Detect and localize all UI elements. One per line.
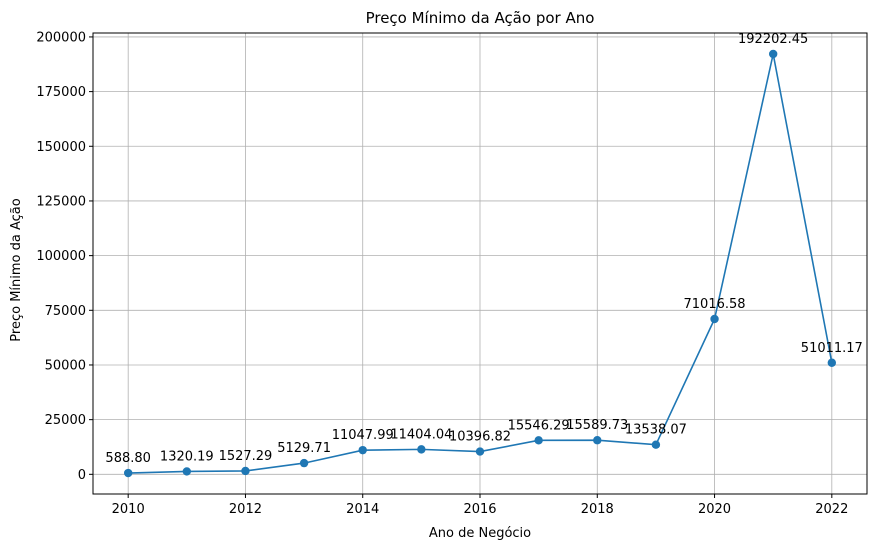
x-tick-label: 2014: [346, 502, 379, 517]
grid-lines: [93, 33, 867, 494]
data-label: 11404.04: [390, 427, 452, 442]
chart-title: Preço Mínimo da Ação por Ano: [366, 9, 595, 27]
data-point: [593, 436, 602, 445]
data-label: 1320.19: [160, 449, 214, 464]
data-labels: 588.80 1320.19 1527.29 5129.7111047.9911404…: [105, 32, 862, 466]
data-point: [241, 466, 250, 476]
data-label: 5129.71: [277, 441, 331, 456]
x-tick-label: 2018: [581, 502, 614, 517]
data-point: [768, 49, 778, 59]
data-label: 10396.82: [449, 430, 511, 445]
data-label: 11047.99: [332, 428, 394, 443]
axis-ticks: 2010 2012 2014 2016 2018 2020 2022 0 25000 50000 7…: [36, 30, 848, 517]
y-tick-label: 100000: [36, 249, 86, 264]
data-point: [299, 458, 309, 468]
y-axis-label: Preço Mínimo da Ação: [9, 198, 24, 341]
data-label: 588.80: [105, 451, 151, 466]
plot-area-frame: [92, 32, 868, 495]
data-point: [358, 445, 367, 455]
x-tick-label: 2016: [463, 502, 496, 517]
data-point: [475, 447, 485, 456]
data-label: 192202.45: [738, 32, 808, 47]
data-point: [651, 440, 661, 449]
y-tick-label: 75000: [45, 304, 86, 319]
y-tick-label: 50000: [45, 358, 86, 373]
data-series: [123, 49, 837, 478]
data-point: [182, 467, 192, 476]
data-point: [827, 358, 837, 367]
data-point: [123, 468, 133, 478]
data-point: [534, 436, 543, 445]
x-tick-label: 2010: [112, 502, 145, 517]
data-label: 1527.29: [219, 449, 273, 464]
y-tick-label: 150000: [36, 140, 86, 155]
x-tick-label: 2020: [698, 502, 731, 517]
data-label: 71016.58: [684, 297, 746, 312]
data-label: 15589.73: [566, 418, 628, 433]
y-tick-label: 25000: [45, 413, 86, 428]
data-label: 13538.07: [625, 423, 687, 438]
data-label: 51011.17: [801, 341, 863, 356]
y-tick-label: 175000: [36, 85, 86, 100]
y-tick-label: 200000: [36, 30, 86, 45]
y-tick-label: 125000: [36, 194, 86, 209]
data-label: 15546.29: [508, 418, 570, 433]
data-point: [710, 314, 719, 324]
data-point: [417, 445, 426, 454]
x-tick-label: 2012: [229, 502, 262, 517]
x-tick-label: 2022: [815, 502, 848, 517]
y-tick-label: 0: [78, 468, 86, 483]
x-axis-label: Ano de Negócio: [429, 526, 531, 541]
